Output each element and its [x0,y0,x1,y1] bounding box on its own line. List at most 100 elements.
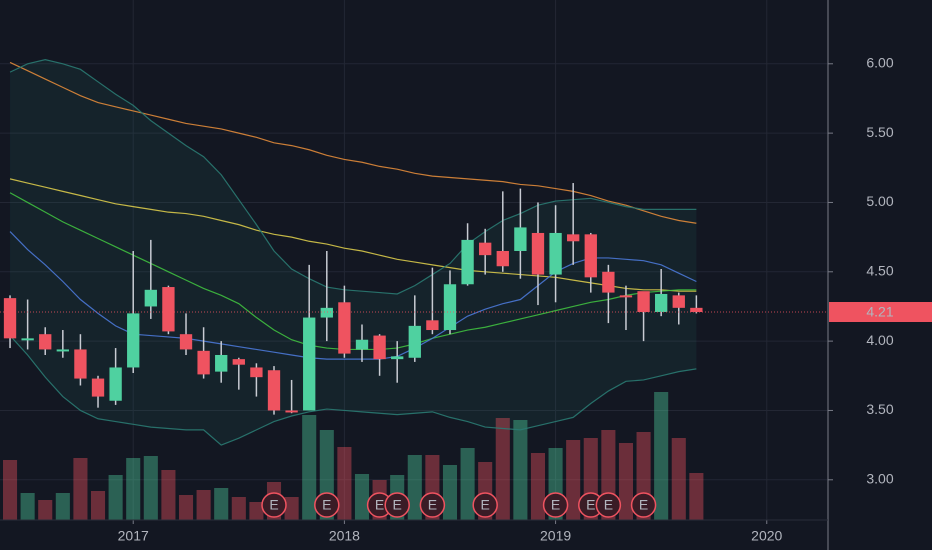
volume-bar [337,447,352,520]
earnings-label: E [551,497,560,513]
candle-body [179,334,193,350]
y-tick-label: 5.00 [866,193,893,209]
volume-bar [284,497,299,520]
candle-body [39,334,52,350]
volume-bar [126,458,141,520]
last-price-label: 4.21 [866,304,893,320]
volume-bar [671,438,686,520]
earnings-marker[interactable] [472,492,498,518]
volume-bar [530,453,546,520]
volume-bar [460,448,475,520]
indicator-line [9,59,697,295]
volume-bar [214,488,229,520]
candle-body [162,287,175,332]
earnings-label: E [393,497,402,513]
candle-body [619,295,633,298]
candle-body [320,307,333,318]
candle-body [285,410,298,413]
candle-body [74,349,87,379]
volume-bar [90,491,106,520]
candle-body [91,378,105,397]
indicator-line [9,61,697,224]
candle-body [514,227,527,251]
earnings-marker[interactable] [384,492,410,518]
volume-bar [249,502,264,520]
volume-bar [566,440,581,520]
candle-body [109,367,122,401]
candle-body [655,293,668,312]
candle-body [408,325,421,358]
candle-body [232,359,245,365]
candle-body [338,302,351,354]
last-price-box [829,302,932,322]
candle-body [690,307,703,312]
candle-body [127,313,140,368]
candle-body [496,250,509,267]
x-tick-label: 2018 [329,528,360,544]
earnings-marker[interactable] [630,492,657,518]
y-tick-label: 3.00 [866,470,893,486]
candle-body [250,367,263,378]
candle-body [267,370,281,411]
candle-body [21,338,34,341]
volume-bar [618,443,634,520]
earnings-marker[interactable] [595,492,622,518]
candle-body [373,335,386,360]
candle-body [215,354,228,372]
volume-bar [442,465,458,520]
volume-bar [302,415,317,520]
volume-bar [495,418,510,520]
candle-body [391,356,404,360]
earnings-label: E [586,497,595,513]
earnings-label: E [428,497,437,513]
candle-body [479,242,492,256]
volume-bar [178,495,194,520]
volume-bar [161,470,176,520]
volume-bar [407,455,422,520]
candle-body [144,289,157,307]
candle-body [672,295,685,308]
earnings-label: E [322,497,331,513]
earnings-label: E [375,497,384,513]
candle-body [3,298,17,339]
y-tick-label: 6.00 [866,54,893,70]
candle-body [443,284,457,331]
candle-body [426,320,439,331]
y-tick-label: 5.50 [866,124,893,140]
volume-bar [143,456,158,520]
x-tick-label: 2019 [540,528,571,544]
candle-body [355,339,369,350]
earnings-marker[interactable] [314,492,340,518]
volume-bar [38,500,53,520]
volume-bar [55,493,70,520]
candle-body [584,234,597,278]
candle-body [303,317,316,411]
candle-body [602,271,615,293]
x-tick-label: 2017 [118,528,149,544]
indicator-line [9,335,697,446]
volume-bar [231,497,246,520]
volume-bar [108,475,123,520]
earnings-label: E [604,497,613,513]
y-tick-label: 4.50 [866,262,893,278]
volume-bar [513,420,528,520]
volume-bar [689,473,704,520]
earnings-label: E [481,497,490,513]
earnings-marker[interactable] [261,492,287,518]
volume-bar [354,474,370,520]
candle-body [461,239,474,285]
candle-body [531,232,545,275]
candle-body [549,232,562,275]
candle-body [637,291,650,312]
earnings-marker[interactable] [542,492,569,518]
volume-bar [73,458,88,520]
volume-bar [2,460,18,520]
indicator-line [9,178,697,292]
candle-body [197,350,210,375]
earnings-marker[interactable] [419,492,446,518]
candle-body [56,349,69,352]
indicator-line [9,192,697,351]
earnings-label: E [639,497,648,513]
